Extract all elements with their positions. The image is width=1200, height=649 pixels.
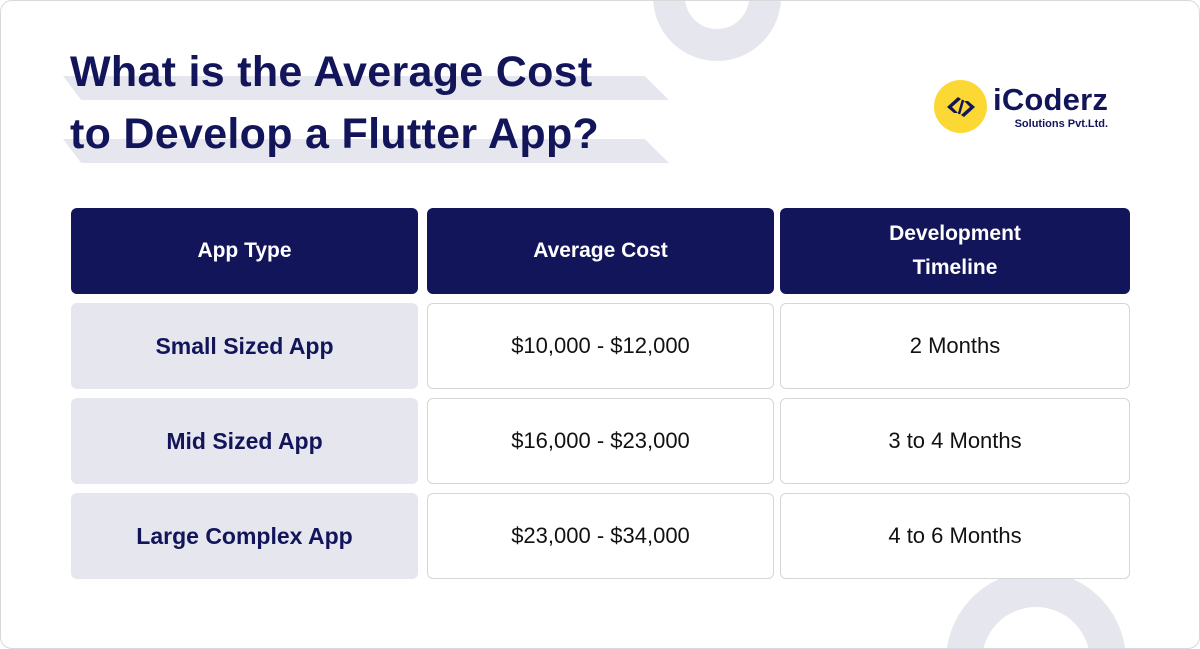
page-title: What is the Average Cost to Develop a Fl… <box>70 41 599 165</box>
logo-name: iCoderz <box>993 81 1109 117</box>
header-development-timeline-label: Development Timeline <box>889 222 1021 279</box>
table-row-label: Large Complex App <box>71 493 418 579</box>
table-cell-timeline: 3 to 4 Months <box>780 398 1130 484</box>
table-cell-cost: $10,000 - $12,000 <box>427 303 774 389</box>
header-average-cost: Average Cost <box>427 208 774 294</box>
decorative-ring-bottom <box>946 571 1126 648</box>
title-line-2: to Develop a Flutter App? <box>70 110 600 158</box>
code-brackets-icon <box>934 80 987 133</box>
table-cell-cost: $16,000 - $23,000 <box>427 398 774 484</box>
table-cell-timeline: 2 Months <box>780 303 1130 389</box>
title-highlight-bar-2 <box>63 139 669 163</box>
header-development-timeline: Development Timeline <box>780 208 1130 294</box>
table-row-label: Small Sized App <box>71 303 418 389</box>
company-logo: iCoderz Solutions Pvt.Ltd. <box>934 80 1108 133</box>
title-highlight-bar-1 <box>63 76 669 100</box>
decorative-ring-top <box>653 1 781 61</box>
table-cell-cost: $23,000 - $34,000 <box>427 493 774 579</box>
table-row-label: Mid Sized App <box>71 398 418 484</box>
header-app-type: App Type <box>71 208 418 294</box>
title-line-1: What is the Average Cost <box>70 48 593 96</box>
logo-subtitle: Solutions Pvt.Ltd. <box>1014 117 1109 130</box>
table-cell-timeline: 4 to 6 Months <box>780 493 1130 579</box>
